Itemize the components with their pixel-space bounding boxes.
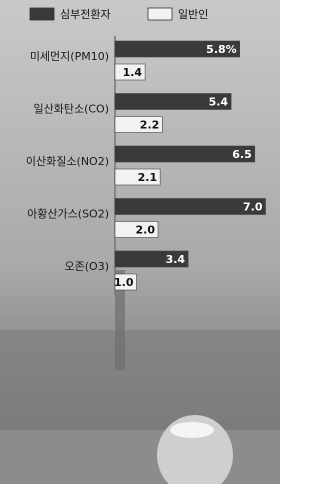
category-label: 이산화질소(NO2): [26, 155, 109, 168]
value-label: 6.5: [232, 148, 252, 161]
value-label: 1.4: [123, 66, 143, 79]
legend-label: 심부전환자: [60, 8, 111, 21]
value-label: 5.8%: [206, 43, 237, 56]
value-label: 2.0: [136, 224, 156, 237]
category-label: 일산화탄소(CO): [33, 102, 109, 116]
visor: [170, 422, 214, 438]
cityscape: [0, 330, 280, 430]
legend-swatch: [30, 8, 54, 20]
page: {"chart_data": {"type": "hbar", "categor…: [0, 0, 280, 484]
legend-swatch: [148, 8, 172, 20]
value-label: 1.0: [114, 276, 134, 289]
legend-label: 일반인: [178, 7, 208, 21]
value-label: 7.0: [243, 201, 263, 214]
ground: [0, 430, 280, 484]
value-label: 5.4: [209, 96, 229, 109]
category-label: 미세먼지(PM10): [30, 50, 109, 63]
category-label: 아황산가스(SO2): [27, 208, 109, 221]
value-label: 3.4: [166, 253, 186, 266]
value-label: 2.2: [140, 119, 160, 132]
value-label: 2.1: [138, 171, 158, 184]
category-label: 오존(O3): [65, 260, 109, 273]
